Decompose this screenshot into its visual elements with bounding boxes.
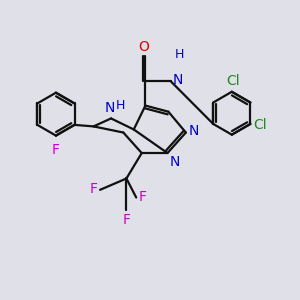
Text: F: F: [52, 143, 60, 157]
Text: F: F: [90, 182, 98, 196]
Text: O: O: [138, 40, 149, 54]
Text: H: H: [175, 47, 184, 61]
Text: N: N: [188, 124, 199, 138]
Text: Cl: Cl: [254, 118, 267, 133]
Text: F: F: [122, 213, 130, 227]
Text: N: N: [172, 73, 183, 86]
Text: N: N: [104, 101, 115, 116]
Text: Cl: Cl: [226, 74, 240, 88]
Text: F: F: [139, 190, 147, 204]
Text: N: N: [170, 154, 180, 169]
Text: H: H: [116, 99, 125, 112]
